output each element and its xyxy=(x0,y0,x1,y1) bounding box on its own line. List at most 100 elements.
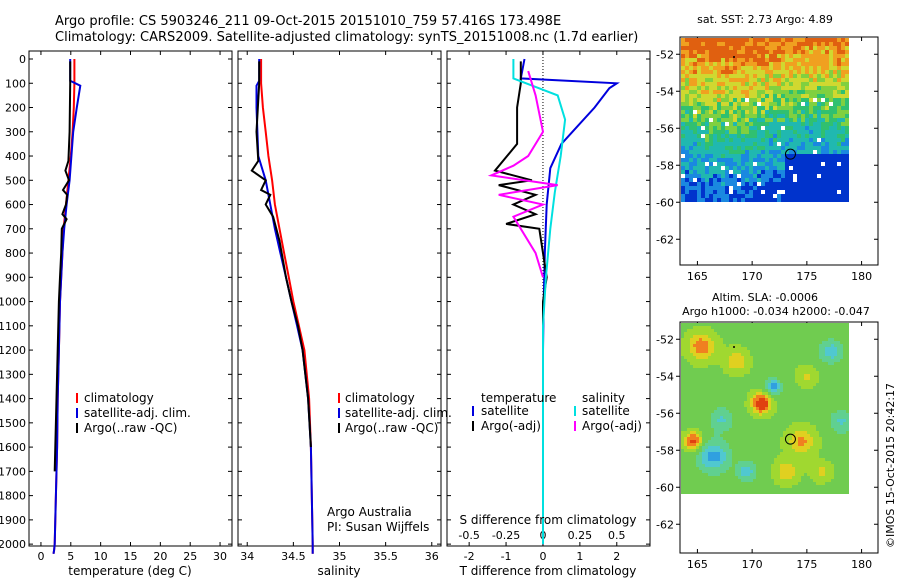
sla-cell xyxy=(840,419,843,422)
sla-cell xyxy=(774,419,777,422)
sla-cell xyxy=(846,377,849,380)
sla-cell xyxy=(768,455,771,458)
sla-cell xyxy=(696,437,699,440)
sst-cell xyxy=(837,62,841,66)
sst-cell xyxy=(789,158,793,162)
sla-cell xyxy=(822,350,825,353)
sla-cell xyxy=(801,356,804,359)
sst-cell xyxy=(817,174,821,178)
sla-cell xyxy=(720,416,723,419)
sla-cell xyxy=(774,425,777,428)
sla-cell xyxy=(837,440,840,443)
sst-cell xyxy=(717,118,721,122)
sla-cell xyxy=(696,341,699,344)
sla-cell xyxy=(816,350,819,353)
sla-cell xyxy=(702,461,705,464)
sst-cell xyxy=(837,130,841,134)
sla-cell xyxy=(798,332,801,335)
sla-cell xyxy=(681,470,684,473)
sla-cell xyxy=(729,362,732,365)
sla-cell xyxy=(726,437,729,440)
sla-cell xyxy=(810,458,813,461)
sla-cell xyxy=(699,326,702,329)
sst-cell xyxy=(721,114,725,118)
sla-cell xyxy=(765,344,768,347)
sla-cell xyxy=(744,461,747,464)
sla-cell xyxy=(783,431,786,434)
temperature-legend: climatology satellite-adj. clim. Argo(..… xyxy=(76,391,191,435)
sla-cell xyxy=(798,440,801,443)
sst-cell xyxy=(741,194,745,198)
sla-cell xyxy=(759,323,762,326)
sla-cell xyxy=(702,407,705,410)
sst-cell xyxy=(765,114,769,118)
sst-cell xyxy=(821,62,825,66)
sst-cell xyxy=(797,190,801,194)
sla-cell xyxy=(786,461,789,464)
sla-cell xyxy=(735,341,738,344)
sst-cell xyxy=(805,122,809,126)
sst-cell xyxy=(705,106,709,110)
sst-cell xyxy=(721,174,725,178)
sst-cell xyxy=(773,38,777,42)
sla-cell xyxy=(771,467,774,470)
sst-cell xyxy=(685,66,689,70)
sst-cell xyxy=(709,198,713,202)
depth-tick-label: 1900 xyxy=(0,514,26,527)
sla-cell xyxy=(705,458,708,461)
sla-cell xyxy=(771,455,774,458)
sla-cell xyxy=(801,428,804,431)
sla-cell xyxy=(783,353,786,356)
sla-cell xyxy=(807,434,810,437)
sla-cell xyxy=(813,365,816,368)
sla-cell xyxy=(795,461,798,464)
sst-cell xyxy=(821,134,825,138)
sla-cell xyxy=(792,362,795,365)
sla-cell xyxy=(732,341,735,344)
sla-cell xyxy=(744,470,747,473)
sla-cell xyxy=(684,323,687,326)
sla-cell xyxy=(747,464,750,467)
sla-cell xyxy=(762,476,765,479)
sst-cell xyxy=(745,54,749,58)
sla-cell xyxy=(720,350,723,353)
sla-cell xyxy=(729,440,732,443)
sla-cell xyxy=(789,449,792,452)
sst-cell xyxy=(685,118,689,122)
sst-cell xyxy=(745,142,749,146)
sst-cell xyxy=(809,190,813,194)
sla-cell xyxy=(804,440,807,443)
sst-cell xyxy=(825,94,829,98)
sst-cell xyxy=(689,158,693,162)
sst-cell xyxy=(713,42,717,46)
sla-cell xyxy=(723,431,726,434)
sst-cell xyxy=(773,46,777,50)
sla-cell xyxy=(687,479,690,482)
sst-cell xyxy=(749,98,753,102)
sla-cell xyxy=(732,419,735,422)
sst-cell xyxy=(781,46,785,50)
sla-cell xyxy=(792,440,795,443)
sla-cell xyxy=(747,467,750,470)
sla-cell xyxy=(819,362,822,365)
sla-cell xyxy=(762,386,765,389)
sla-cell xyxy=(705,368,708,371)
sla-cell xyxy=(732,323,735,326)
sla-cell xyxy=(753,413,756,416)
sla-cell xyxy=(840,323,843,326)
sst-cell xyxy=(737,114,741,118)
sst-cell xyxy=(697,94,701,98)
sst-cell xyxy=(801,146,805,150)
sla-cell xyxy=(756,407,759,410)
sst-cell xyxy=(753,182,757,186)
sst-cell xyxy=(797,114,801,118)
sla-cell xyxy=(702,419,705,422)
sla-cell xyxy=(684,356,687,359)
sla-cell xyxy=(765,419,768,422)
sla-cell xyxy=(771,389,774,392)
sst-cell xyxy=(741,94,745,98)
sst-cell xyxy=(841,118,845,122)
sla-cell xyxy=(753,332,756,335)
sla-cell xyxy=(693,446,696,449)
sst-cell xyxy=(801,66,805,70)
